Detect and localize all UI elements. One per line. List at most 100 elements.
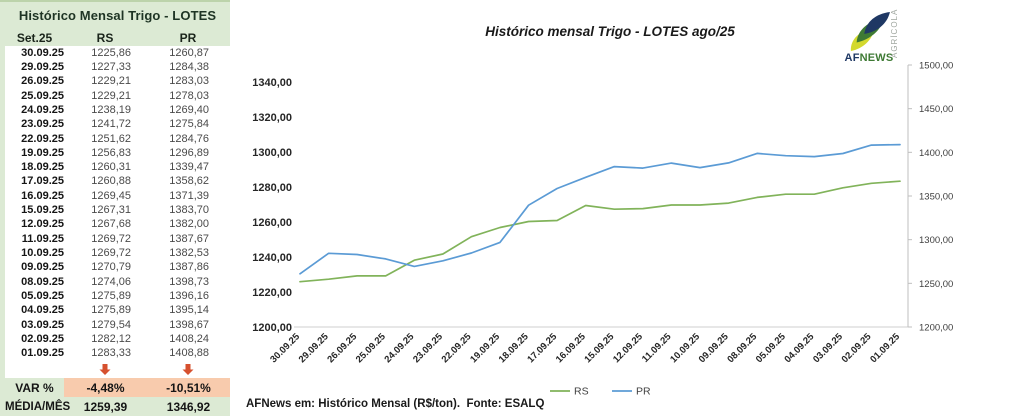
variation-pr-value: -10,51% bbox=[166, 380, 211, 395]
table-row: 23.09.25 1241,72 1275,84 bbox=[5, 118, 230, 132]
x-axis-tick-label: 15.09.25 bbox=[582, 331, 616, 365]
table-column-headers: Set.25 RS PR bbox=[5, 29, 230, 46]
pr-cell: 1387,86 bbox=[169, 261, 209, 274]
pr-cell: 1358,62 bbox=[169, 175, 209, 188]
date-cell: 10.09.25 bbox=[21, 247, 64, 260]
pr-cell: 1382,53 bbox=[169, 247, 209, 260]
trend-arrow-row bbox=[5, 361, 230, 378]
chart-title: Histórico mensal Trigo - LOTES ago/25 bbox=[485, 24, 735, 39]
monthly-average-row: MÉDIA/MÊS 1259,39 1346,92 bbox=[5, 397, 230, 416]
rs-down-arrow-icon bbox=[64, 364, 146, 375]
series-line-rs bbox=[299, 180, 901, 283]
date-cell: 22.09.25 bbox=[21, 132, 64, 145]
left-axis-tick-label: 1280,00 bbox=[252, 182, 292, 194]
x-axis-tick-label: 30.09.25 bbox=[268, 331, 302, 365]
rs-cell: 1238,19 bbox=[91, 103, 131, 116]
pr-cell: 1408,24 bbox=[169, 332, 209, 345]
rs-cell: 1251,62 bbox=[91, 132, 131, 145]
table-row: 18.09.25 1260,31 1339,47 bbox=[5, 161, 230, 175]
table-row: 01.09.25 1283,33 1408,88 bbox=[5, 347, 230, 361]
legend-label-rs: RS bbox=[574, 386, 589, 398]
date-cell: 30.09.25 bbox=[21, 46, 64, 59]
left-axis-tick-label: 1320,00 bbox=[252, 112, 292, 124]
series-line-pr bbox=[299, 143, 901, 275]
pr-cell: 1387,67 bbox=[169, 232, 209, 245]
rs-cell: 1225,86 bbox=[91, 46, 131, 59]
pr-down-arrow-icon bbox=[146, 364, 230, 375]
date-cell: 17.09.25 bbox=[21, 175, 64, 188]
table-row: 03.09.25 1279,54 1398,67 bbox=[5, 318, 230, 332]
monthly-average-label: MÉDIA/MÊS bbox=[5, 400, 71, 413]
rs-cell: 1270,79 bbox=[91, 261, 131, 274]
column-header-pr: PR bbox=[179, 30, 197, 45]
x-axis-tick-label: 10.09.25 bbox=[668, 331, 702, 365]
date-cell: 05.09.25 bbox=[21, 289, 64, 302]
table-row: 16.09.25 1269,45 1371,39 bbox=[5, 189, 230, 203]
pr-cell: 1371,39 bbox=[169, 189, 209, 202]
pr-cell: 1383,70 bbox=[169, 204, 209, 217]
variation-label: VAR % bbox=[15, 380, 54, 395]
date-cell: 11.09.25 bbox=[21, 232, 64, 245]
rs-cell: 1283,33 bbox=[91, 347, 131, 360]
right-axis-tick-label: 1300,00 bbox=[919, 235, 953, 246]
table-row: 26.09.25 1229,21 1283,03 bbox=[5, 75, 230, 89]
left-axis-tick-label: 1240,00 bbox=[252, 252, 292, 264]
date-cell: 18.09.25 bbox=[21, 161, 64, 174]
rs-cell: 1227,33 bbox=[91, 60, 131, 73]
date-cell: 29.09.25 bbox=[21, 60, 64, 73]
x-axis-tick-label: 02.09.25 bbox=[840, 331, 874, 365]
pr-cell: 1283,03 bbox=[169, 75, 209, 88]
date-cell: 04.09.25 bbox=[21, 304, 64, 317]
leaf-logo-icon bbox=[850, 12, 890, 52]
date-cell: 24.09.25 bbox=[21, 103, 64, 116]
pr-cell: 1382,00 bbox=[169, 218, 209, 231]
pr-cell: 1398,73 bbox=[169, 275, 209, 288]
x-axis-tick-label: 25.09.25 bbox=[354, 331, 388, 365]
rs-cell: 1275,89 bbox=[91, 289, 131, 302]
variation-rs-value: -4,48% bbox=[86, 380, 125, 395]
table-row: 24.09.25 1238,19 1269,40 bbox=[5, 103, 230, 117]
table-title: Histórico Mensal Trigo - LOTES bbox=[18, 8, 217, 23]
average-rs-value: 1259,39 bbox=[83, 399, 128, 414]
table-row: 22.09.25 1251,62 1284,76 bbox=[5, 132, 230, 146]
date-cell: 19.09.25 bbox=[21, 146, 64, 159]
pr-cell: 1408,88 bbox=[169, 347, 209, 360]
left-axis-tick-label: 1260,00 bbox=[252, 217, 292, 229]
variation-row: VAR % -4,48% -10,51% bbox=[5, 378, 230, 397]
rs-cell: 1279,54 bbox=[91, 318, 131, 331]
left-axis-tick-label: 1200,00 bbox=[252, 322, 292, 334]
table-rows: 30.09.25 1225,86 1260,87 29.09.25 1227,33 128… bbox=[5, 46, 230, 361]
pr-cell: 1260,87 bbox=[169, 46, 209, 59]
left-axis-tick-label: 1220,00 bbox=[252, 287, 292, 299]
x-axis-tick-label: 29.09.25 bbox=[297, 331, 331, 365]
table-row: 08.09.25 1274,06 1398,73 bbox=[5, 275, 230, 289]
afnews-wordmark: AFNEWS bbox=[844, 52, 894, 64]
rs-cell: 1241,72 bbox=[91, 118, 131, 131]
x-axis-tick-label: 08.09.25 bbox=[725, 331, 759, 365]
pr-cell: 1398,67 bbox=[169, 318, 209, 331]
table-row: 30.09.25 1225,86 1260,87 bbox=[5, 46, 230, 60]
date-cell: 25.09.25 bbox=[21, 89, 64, 102]
x-axis-tick-label: 09.09.25 bbox=[697, 331, 731, 365]
rs-cell: 1269,72 bbox=[91, 247, 131, 260]
date-cell: 26.09.25 bbox=[21, 75, 64, 88]
pr-cell: 1396,16 bbox=[169, 289, 209, 302]
table-row: 17.09.25 1260,88 1358,62 bbox=[5, 175, 230, 189]
table-row: 05.09.25 1275,89 1396,16 bbox=[5, 289, 230, 303]
x-axis-tick-label: 22.09.25 bbox=[440, 331, 474, 365]
variation-values: -4,48% -10,51% bbox=[64, 378, 230, 397]
column-header-date: Set.25 bbox=[16, 30, 53, 45]
pr-cell: 1395,14 bbox=[169, 304, 209, 317]
date-cell: 16.09.25 bbox=[21, 189, 64, 202]
pr-cell: 1275,84 bbox=[169, 118, 209, 131]
rs-cell: 1267,31 bbox=[91, 204, 131, 217]
rs-cell: 1256,83 bbox=[91, 146, 131, 159]
monthly-average-values: 1259,39 1346,92 bbox=[64, 397, 230, 416]
x-axis-tick-label: 04.09.25 bbox=[782, 331, 816, 365]
rs-cell: 1229,21 bbox=[91, 89, 131, 102]
table-row: 12.09.25 1267,68 1382,00 bbox=[5, 218, 230, 232]
date-cell: 03.09.25 bbox=[21, 318, 64, 331]
date-cell: 08.09.25 bbox=[21, 275, 64, 288]
table-row: 29.09.25 1227,33 1284,38 bbox=[5, 60, 230, 74]
